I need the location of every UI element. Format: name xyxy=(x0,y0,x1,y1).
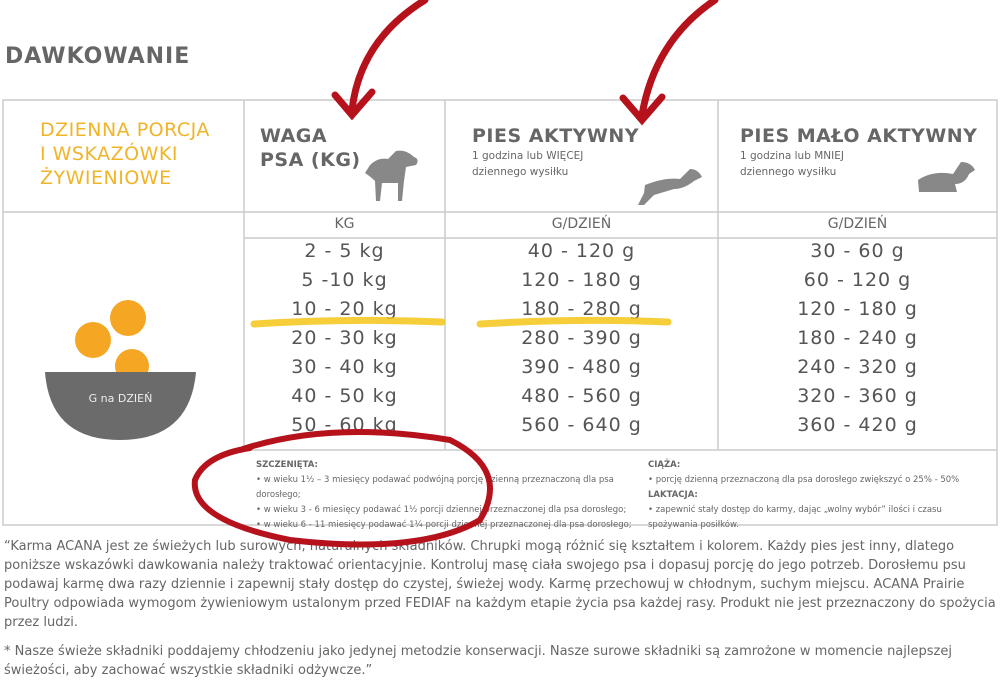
weight-header: WAGA PSA (KG) xyxy=(260,124,361,172)
table-cell: 50 - 60 kg xyxy=(291,414,398,436)
intro-line: I WSKAZÓWKI xyxy=(40,143,178,165)
active-title: PIES AKTYWNY xyxy=(472,125,640,147)
bowl-label: G na DZIEŃ xyxy=(88,392,153,405)
intro-line: ŻYWIENIOWE xyxy=(40,167,172,189)
table-cell: 2 - 5 kg xyxy=(304,240,385,262)
table-cell: 5 -10 kg xyxy=(301,269,388,291)
inactive-header: PIES MAŁO AKTYWNY 1 godzina lub MNIEJ dz… xyxy=(740,124,977,180)
table-cell: 40 - 50 kg xyxy=(291,385,398,407)
table-cell: 180 - 240 g xyxy=(797,327,918,349)
intro-line: DZIENNA PORCJA xyxy=(40,119,210,141)
table-cell: 180 - 280 g xyxy=(521,298,642,320)
inactive-subtitle: 1 godzina lub MNIEJ xyxy=(740,150,844,162)
inactive-subtitle: dziennego wysiłku xyxy=(740,166,837,178)
puppies-note: SZCZENIĘTA: • w wieku 1½ – 3 miesięcy po… xyxy=(256,460,632,530)
weight-line: PSA (KG) xyxy=(260,149,361,171)
table-cell: 240 - 320 g xyxy=(797,356,918,378)
table-cell: 20 - 30 kg xyxy=(291,327,398,349)
weight-line: WAGA xyxy=(260,125,328,147)
table-cell: 60 - 120 g xyxy=(803,269,912,291)
table-cell: 10 - 20 kg xyxy=(291,298,398,320)
table-cell: 320 - 360 g xyxy=(797,385,918,407)
table-cell: 120 - 180 g xyxy=(521,269,642,291)
footer-paragraph: “Karma ACANA jest ze świeżych lub surowy… xyxy=(4,539,996,630)
note-item: w wieku 1½ – 3 miesięcy podawać podwójną… xyxy=(256,475,614,500)
note-item: zapewnić stały dostęp do karmy, dając „w… xyxy=(648,505,942,530)
table-cell: 280 - 390 g xyxy=(521,327,642,349)
note-title: CIĄŻA: xyxy=(648,460,681,470)
footer-paragraph: * Nasze świeże składniki poddajemy chłod… xyxy=(4,644,952,678)
table-cell: 40 - 120 g xyxy=(527,240,636,262)
table-cell: 360 - 420 g xyxy=(797,414,918,436)
note-item: w wieku 6 - 11 miesięcy podawać 1¼ porcj… xyxy=(263,520,632,530)
intro-header: DZIENNA PORCJA I WSKAZÓWKI ŻYWIENIOWE xyxy=(40,118,210,190)
note-item: w wieku 3 - 6 miesięcy podawać 1½ porcji… xyxy=(263,505,627,515)
other-notes: CIĄŻA: • porcję dzienną przeznaczoną dla… xyxy=(648,460,960,530)
active-subtitle: 1 godzina lub WIĘCEJ xyxy=(472,150,584,162)
inactive-title: PIES MAŁO AKTYWNY xyxy=(740,125,978,147)
active-subtitle: dziennego wysiłku xyxy=(472,166,569,178)
unit: G/DZIEŃ xyxy=(551,216,612,232)
title: DAWKOWANIE xyxy=(5,44,191,69)
unit: KG xyxy=(334,216,355,232)
table-cell: 120 - 180 g xyxy=(797,298,918,320)
note-title: SZCZENIĘTA: xyxy=(256,460,318,470)
note-item: porcję dzienną przeznaczoną dla psa doro… xyxy=(655,475,960,485)
note-title: LAKTACJA: xyxy=(648,490,698,500)
active-header: PIES AKTYWNY 1 godzina lub WIĘCEJ dzienn… xyxy=(472,124,639,180)
footer: “Karma ACANA jest ze świeżych lub surowy… xyxy=(4,537,996,690)
table-cell: 30 - 60 g xyxy=(810,240,905,262)
table-cell: 560 - 640 g xyxy=(521,414,642,436)
unit: G/DZIEŃ xyxy=(827,216,888,232)
table-cell: 390 - 480 g xyxy=(521,356,642,378)
table-cell: 30 - 40 kg xyxy=(291,356,398,378)
table-cell: 480 - 560 g xyxy=(521,385,642,407)
